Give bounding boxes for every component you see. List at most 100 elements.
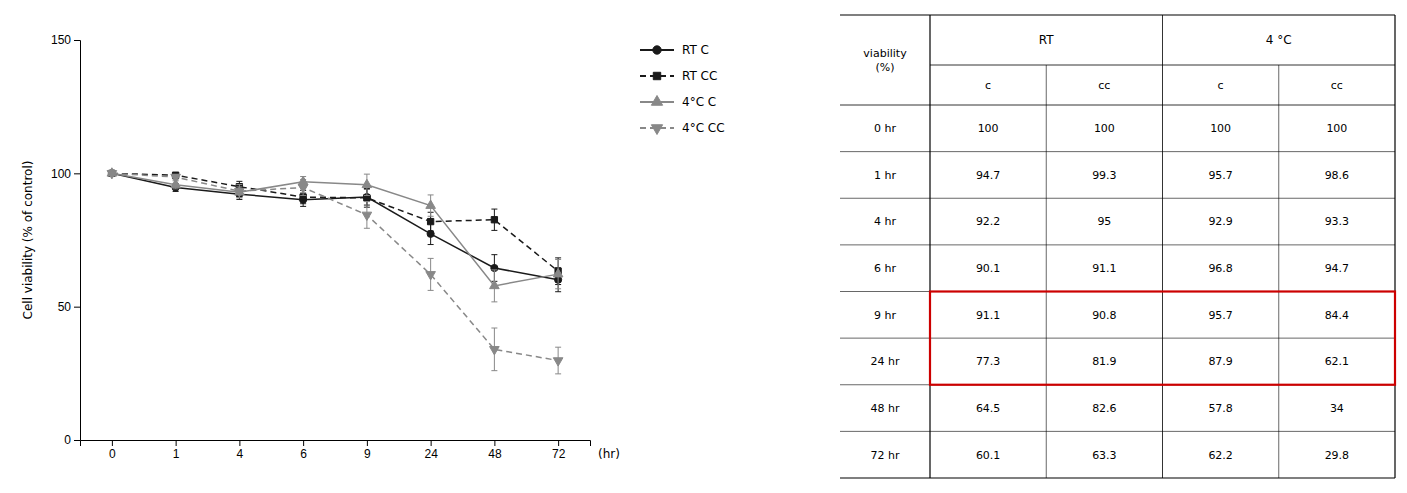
- error-bar-cap: [428, 290, 434, 291]
- point: [107, 171, 117, 179]
- x-tick-mark: [431, 440, 432, 446]
- table-cell: 99.3: [1092, 169, 1117, 182]
- point: [553, 358, 563, 366]
- table-rule: [840, 431, 1395, 432]
- table-cell: 90.1: [976, 262, 1001, 275]
- error-bar-cap: [173, 188, 179, 189]
- table-rule: [840, 105, 1395, 106]
- error-bar-cap: [555, 291, 561, 292]
- table-cell: 96.8: [1208, 262, 1233, 275]
- y-tick-label: 100: [51, 167, 71, 181]
- x-tick-mark: [239, 440, 240, 446]
- point: [426, 200, 436, 208]
- column-header: c: [1218, 79, 1224, 92]
- error-bar-cap: [491, 254, 497, 255]
- point: [171, 174, 181, 182]
- table-cell: 91.1: [1092, 262, 1117, 275]
- x-tick-mark: [112, 440, 113, 446]
- series: [107, 168, 563, 302]
- table-cell: 62.2: [1208, 449, 1233, 462]
- error-bar-cap: [555, 347, 561, 348]
- table-cell: 87.9: [1208, 355, 1233, 368]
- x-tick: 24: [424, 440, 438, 461]
- table-cell: 63.3: [1092, 449, 1117, 462]
- point: [491, 217, 497, 223]
- y-tick-mark: [74, 307, 80, 308]
- legend: RT CRT CC4°C C4°C CC: [640, 43, 725, 135]
- x-tick-label: 72: [552, 447, 566, 461]
- series: [107, 171, 563, 374]
- table-cell: 95.7: [1208, 169, 1233, 182]
- table-rule: [1162, 15, 1163, 478]
- error-bar-cap: [491, 370, 497, 371]
- table-rule: [840, 151, 1395, 152]
- error-bar-cap: [364, 174, 370, 175]
- error-bar-cap: [491, 301, 497, 302]
- error-bar-cap: [300, 179, 306, 180]
- row-label: 9 hr: [874, 309, 896, 322]
- table-cell: 64.5: [976, 402, 1001, 415]
- table-cell: 91.1: [976, 309, 1001, 322]
- error-bar-cap: [491, 209, 497, 210]
- table-cell: 81.9: [1092, 355, 1117, 368]
- point: [490, 347, 500, 355]
- plot-area: [107, 168, 563, 374]
- table-cell: 57.8: [1208, 402, 1233, 415]
- y-tick-label: 150: [51, 33, 71, 47]
- series-line: [112, 173, 558, 360]
- x-tick: 72: [552, 440, 566, 461]
- y-tick: 0: [64, 433, 80, 447]
- y-tick: 150: [51, 33, 80, 47]
- point: [427, 218, 433, 224]
- table-cell: 29.8: [1325, 449, 1350, 462]
- series-line: [112, 173, 558, 279]
- error-bar-cap: [236, 184, 242, 185]
- table-cell: 82.6: [1092, 402, 1117, 415]
- x-tick: 0: [109, 440, 116, 461]
- y-tick: 100: [51, 167, 80, 181]
- error-bar-cap: [364, 201, 370, 202]
- row-label: 0 hr: [874, 122, 896, 135]
- x-tick-label: 9: [364, 447, 371, 461]
- table-cell: 77.3: [976, 355, 1001, 368]
- table-rule: [1046, 65, 1047, 478]
- column-group-header: 4 °C: [1266, 33, 1292, 47]
- y-tick-mark: [74, 173, 80, 174]
- legend-marker: [653, 72, 660, 79]
- column-header: c: [985, 79, 991, 92]
- table-cell: 94.7: [976, 169, 1001, 182]
- table-cell: 100: [1326, 122, 1347, 135]
- row-label: 48 hr: [871, 402, 900, 415]
- error-bar-cap: [300, 206, 306, 207]
- column-group-header: RT: [1039, 33, 1054, 47]
- highlight: [930, 292, 1395, 385]
- y-tick-mark: [74, 40, 80, 41]
- table-rule: [1278, 65, 1279, 478]
- error-bar-cap: [555, 288, 561, 289]
- x-tick-label: 1: [173, 447, 180, 461]
- legend-item: RT CC: [640, 69, 717, 83]
- y-tick-label: 0: [64, 433, 71, 447]
- x-tick-label: 4: [237, 447, 244, 461]
- y-tick-label: 50: [58, 300, 72, 314]
- chart: 01469244872050100150Cell viability (% of…: [0, 0, 1407, 493]
- error-bar-cap: [236, 181, 242, 182]
- legend-item: RT C: [640, 43, 709, 57]
- series-line: [112, 173, 558, 286]
- error-bar-cap: [491, 328, 497, 329]
- row-label: 6 hr: [874, 262, 896, 275]
- point: [298, 185, 308, 193]
- x-axis-line: [81, 441, 591, 447]
- table-cell: 95: [1097, 215, 1111, 228]
- y-axis-title: Cell viability (% of control): [21, 161, 35, 320]
- table-rule: [840, 477, 1395, 478]
- error-bar-cap: [491, 269, 497, 270]
- table-cell: 62.1: [1325, 355, 1350, 368]
- point: [426, 272, 436, 280]
- table-cell: 84.4: [1325, 309, 1350, 322]
- x-tick-mark: [303, 440, 304, 446]
- table-rule: [840, 198, 1395, 199]
- error-bar: [491, 209, 497, 230]
- error-bar-cap: [364, 195, 370, 196]
- legend-label: 4°C C: [682, 95, 716, 109]
